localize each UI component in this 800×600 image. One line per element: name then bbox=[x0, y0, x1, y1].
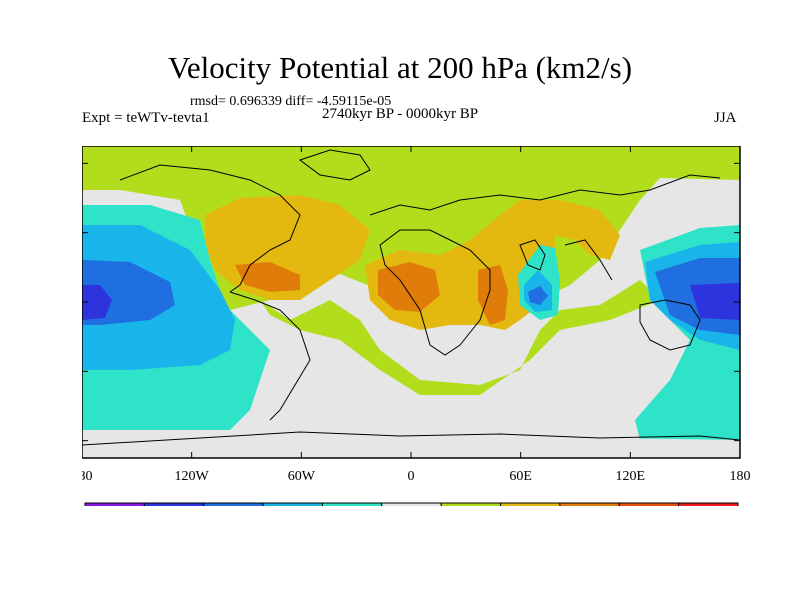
x-tick-label: 120W bbox=[175, 469, 210, 484]
colorbar-swatch bbox=[440, 502, 502, 506]
period-label: 2740kyr BP - 0000kyr BP bbox=[322, 106, 479, 122]
experiment-label: Expt = teWTv-tevta1 bbox=[82, 110, 210, 126]
map-figure: 80N40N040S80S 180 120W 60W 0 60E 120E 180 -4-2… bbox=[82, 146, 751, 506]
colorbar-swatch bbox=[262, 502, 323, 506]
contour-eastafrica-core bbox=[478, 265, 508, 325]
colorbar-swatch bbox=[84, 502, 145, 506]
contour-americas-core bbox=[235, 262, 300, 292]
contour-wpac-d bbox=[690, 283, 740, 320]
stats-text: rmsd= 0.696339 diff= -4.59115e-05 bbox=[190, 94, 392, 109]
contour-epac-d bbox=[82, 285, 112, 320]
contour-antarctic bbox=[82, 430, 740, 458]
contour-atlantic-tongue bbox=[260, 280, 660, 395]
x-tick-label: 60E bbox=[509, 469, 532, 484]
season-label: JJA bbox=[714, 110, 737, 126]
colorbar-swatch bbox=[203, 502, 264, 506]
contour-indian-min bbox=[528, 286, 548, 305]
x-tick-label: 0 bbox=[408, 469, 415, 484]
x-axis: 180 120W 60W 0 60E 120E 180 bbox=[82, 146, 751, 484]
coastlines bbox=[82, 149, 740, 446]
y-axis: 80N40N040S80S bbox=[82, 162, 740, 442]
contour-africa-core bbox=[378, 262, 440, 312]
colorbar: -4-2-1-0.5-0.20.20.5124 bbox=[84, 502, 739, 506]
x-tick-label: 120E bbox=[616, 469, 646, 484]
colorbar-swatch bbox=[678, 502, 739, 506]
x-tick-label: 60W bbox=[288, 469, 316, 484]
colorbar-swatch bbox=[618, 502, 680, 506]
colorbar-swatch bbox=[321, 502, 383, 506]
colorbar-swatch bbox=[500, 502, 561, 506]
chart-title: Velocity Potential at 200 hPa (km2/s) bbox=[167, 50, 633, 85]
colorbar-swatch bbox=[559, 502, 620, 506]
x-tick-label: 180 bbox=[730, 469, 751, 484]
x-tick-label: 180 bbox=[82, 469, 93, 484]
colorbar-swatch bbox=[143, 502, 205, 506]
colorbar-swatch bbox=[381, 502, 442, 506]
